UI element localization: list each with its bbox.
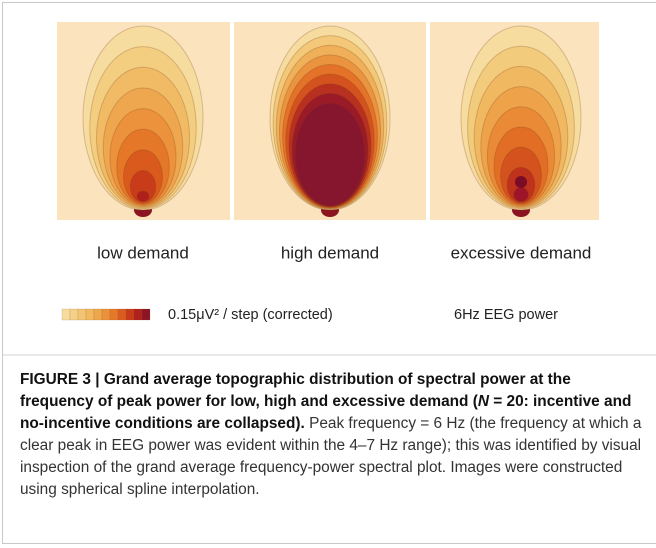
contour [137,191,149,201]
panel-label: excessive demand [451,243,592,262]
contour [295,103,365,206]
panel-label: low demand [97,243,189,262]
scale-step [70,309,78,320]
caption-italic: N [478,393,489,410]
scale-step [118,309,126,320]
scale-step [86,309,94,320]
panel-label: high demand [281,243,379,262]
contour [514,188,528,202]
scale-step [142,309,150,320]
scale-step [94,309,102,320]
scale-label: 0.15μV² / step (corrected) [168,307,333,323]
scale-step [102,309,110,320]
scale-step [126,309,134,320]
scale-step [134,309,142,320]
scale-step [62,309,70,320]
contour [515,176,527,188]
scale-step [78,309,86,320]
figure: low demand high demand excessive demand … [0,0,656,360]
scale-step [110,309,118,320]
caption: FIGURE 3 | Grand average topographic dis… [20,369,644,501]
color-scale [62,309,150,320]
measure-label: 6Hz EEG power [454,307,558,323]
